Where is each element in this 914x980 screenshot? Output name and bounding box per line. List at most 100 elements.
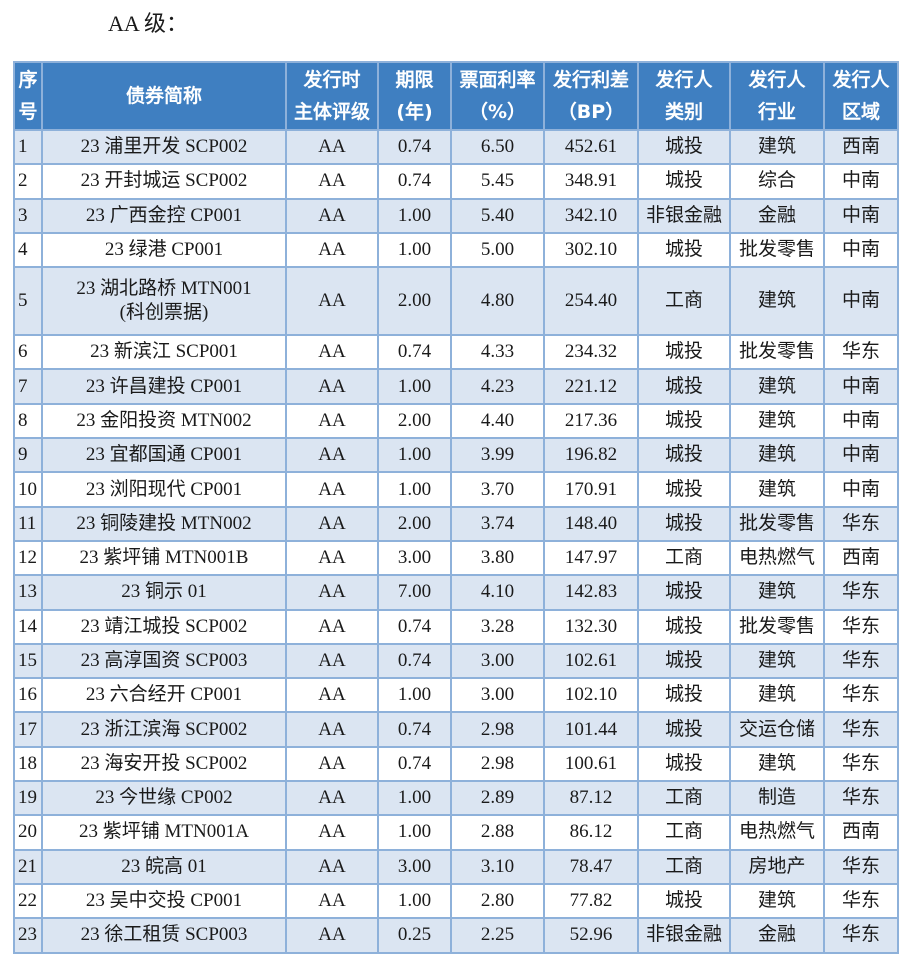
cell-issuer-type-text: 城投 [664,512,703,534]
cell-issuer-rating: AA [285,677,379,714]
cell-issue-spread: 196.82 [543,437,639,474]
cell-issue-spread-text: 147.97 [564,547,618,569]
cell-term: 0.74 [377,608,452,645]
table-row: 7 23 许昌建投 CP001 AA 1.00 4.23 221.12 城投 建筑 中南 [13,368,899,405]
cell-issuer-industry-text: 批发零售 [738,341,815,363]
cell-index-text: 4 [18,239,28,261]
cell-coupon-rate: 2.80 [450,882,545,920]
cell-index: 17 [13,711,43,748]
cell-issuer-type: 城投 [637,505,731,542]
cell-issuer-industry-text: 金融 [757,924,796,946]
cell-coupon-rate-text: 2.89 [480,787,515,809]
cell-bond-name: 23 许昌建投 CP001 [41,368,287,405]
cell-issue-spread-text: 77.82 [569,890,613,912]
cell-bond-name: 23 紫坪铺 MTN001B [41,539,287,577]
cell-issuer-industry-text: 建筑 [757,650,796,671]
cell-index: 4 [13,231,43,269]
header-line-1: 序 [18,69,38,91]
table-row: 12 23 紫坪铺 MTN001B AA 3.00 3.80 147.97 工商 电热燃气 西南 [13,539,899,577]
header-line-1: 发行人 [655,69,713,91]
cell-issuer-rating: AA [285,437,379,474]
cell-term: 2.00 [377,402,452,440]
cell-issuer-type: 城投 [637,471,731,508]
cell-issue-spread-text: 101.44 [564,718,618,740]
cell-term-text: 0.74 [397,170,432,192]
cell-term-text: 2.00 [397,290,432,312]
cell-issue-spread: 100.61 [543,745,639,783]
cell-issuer-industry: 批发零售 [729,608,825,645]
cell-issuer-industry: 批发零售 [729,334,825,371]
cell-coupon-rate: 3.10 [450,848,545,885]
cell-issuer-region: 华东 [823,642,899,680]
cell-bond-name-text: 23 铜陵建投 MTN002 [76,512,252,534]
cell-coupon-rate-text: 3.28 [480,615,515,637]
cell-issuer-region: 中南 [823,437,899,474]
table-row: 14 23 靖江城投 SCP002 AA 0.74 3.28 132.30 城投 批发零售 华东 [13,608,899,645]
cell-issuer-region: 中南 [823,197,899,234]
cell-issuer-industry: 建筑 [729,368,825,405]
cell-index: 20 [13,814,43,851]
cell-issuer-rating-text: AA [318,718,346,740]
cell-issuer-rating-text: AA [318,136,346,158]
cell-term: 1.00 [377,780,452,817]
cell-coupon-rate: 3.80 [450,539,545,577]
cell-coupon-rate: 3.70 [450,471,545,508]
cell-issuer-type-text: 城投 [664,375,703,397]
cell-coupon-rate: 3.00 [450,677,545,714]
cell-coupon-rate-text: 4.40 [480,409,515,431]
cell-issuer-rating: AA [285,368,379,405]
cell-term: 3.00 [377,848,452,885]
cell-issuer-region-text: 中南 [841,478,880,500]
cell-index-text: 18 [18,752,37,774]
cell-index: 19 [13,780,43,817]
cell-issue-spread: 132.30 [543,608,639,645]
header-issue-spread: 发行利差 （BP） [543,61,639,131]
cell-issuer-type-text: 城投 [664,444,703,466]
cell-coupon-rate-text: 3.00 [480,684,515,706]
cell-bond-name-text: 23 广西金控 CP001 [85,204,243,226]
cell-issuer-region: 中南 [823,471,899,508]
cell-issue-spread-text: 221.12 [564,375,618,397]
cell-issuer-rating-text: AA [318,752,346,774]
cell-bond-name: 23 靖江城投 SCP002 [41,608,287,645]
cell-term-text: 0.74 [397,136,432,158]
cell-issue-spread-text: 100.61 [564,752,618,774]
cell-index-text: 11 [18,512,37,534]
cell-issuer-region-text: 中南 [841,444,880,466]
cell-index: 10 [13,471,43,508]
table-row: 5 23 湖北路桥 MTN001 (科创票据) AA 2.00 4.80 254.40 工商 建… [13,266,899,337]
cell-bond-name: 23 浙江滨海 SCP002 [41,711,287,748]
table-header-row: 序号债券简称 发行时 主体评级 期限 (年) 票面利率 （%） 发行利差 （BP） 发行人 类别 发行… [13,61,899,131]
cell-issuer-rating: AA [285,711,379,748]
cell-bond-name: 23 六合经开 CP001 [41,677,287,714]
cell-issue-spread: 101.44 [543,711,639,748]
cell-issuer-industry: 房地产 [729,848,825,885]
cell-coupon-rate-text: 5.40 [480,204,515,226]
cell-issuer-industry: 金融 [729,197,825,234]
cell-issuer-region: 华东 [823,574,899,611]
cell-issuer-rating-text: AA [318,684,346,706]
cell-index: 18 [13,745,43,783]
cell-issuer-industry-text: 建筑 [757,444,796,466]
cell-issuer-region: 西南 [823,128,899,166]
cell-term: 0.74 [377,745,452,783]
cell-bond-name-text: 23 紫坪铺 MTN001A [79,821,249,843]
cell-issuer-rating-text: AA [318,375,346,397]
cell-issuer-type-text: 工商 [664,547,703,569]
cell-index-text: 7 [18,375,28,397]
cell-issuer-rating: AA [285,128,379,166]
cell-issue-spread-text: 170.91 [564,478,618,500]
cell-issuer-industry: 建筑 [729,745,825,783]
cell-issuer-type: 工商 [637,539,731,577]
cell-term-text: 1.00 [397,684,432,706]
cell-coupon-rate: 2.98 [450,745,545,783]
cell-term: 0.25 [377,917,452,954]
cell-issue-spread: 234.32 [543,334,639,371]
cell-issuer-industry-text: 批发零售 [738,239,815,261]
cell-issuer-region-text: 华东 [841,615,880,637]
cell-term: 0.74 [377,711,452,748]
header-line-2: 区域 [841,101,880,123]
cell-issuer-rating-text: AA [318,890,346,912]
cell-index: 7 [13,368,43,405]
header-issuer-rating: 发行时 主体评级 [285,61,379,131]
